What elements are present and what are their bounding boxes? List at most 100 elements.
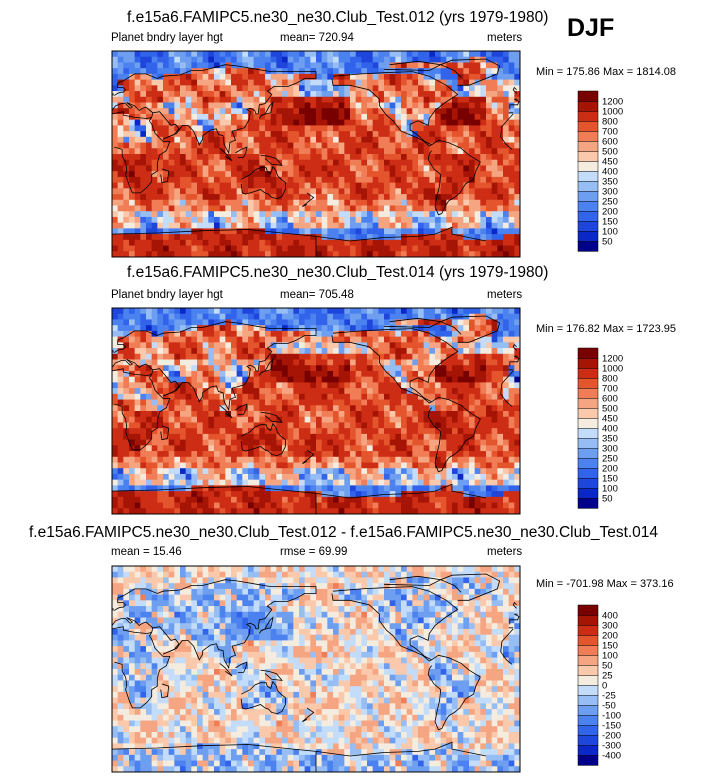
map-cell [270,485,277,492]
map-cell [378,131,385,138]
map-cell [225,445,232,452]
map-cell [435,234,442,241]
map-cell [367,251,374,258]
map-cell [185,502,192,509]
map-cell [435,376,442,383]
map-cell [185,239,192,246]
map-cell [350,228,357,235]
map-cell [401,353,408,360]
map-cell [270,245,277,252]
map-cell [452,228,459,235]
map-cell [452,462,459,469]
map-cell [129,171,136,178]
map-cell [304,451,311,458]
map-cell [412,171,419,178]
map-cell [236,102,243,109]
map-cell [401,79,408,86]
map-cell [134,473,141,481]
colorbar-tick-label: 600 [602,137,618,148]
map-cell [140,73,147,81]
map-cell [316,473,323,481]
map-cell [395,182,402,189]
map-cell [367,108,374,115]
map-cell [299,502,306,509]
map-cell [276,485,283,492]
map-cell [287,108,294,115]
map-cell [367,508,374,515]
map-cell [474,348,481,355]
map-cell [270,154,277,161]
map-cell [327,468,334,475]
map-cell [316,245,323,252]
map-cell [401,102,408,109]
map-cell [389,68,396,75]
coastline [240,165,286,200]
map-cell [185,508,192,515]
map-cell [333,234,340,241]
map-cell [435,422,442,429]
panel1-map [111,50,521,258]
map-cell [282,405,289,412]
map-cell [157,433,164,441]
map-cell [429,393,436,400]
map-cell [361,79,368,86]
map-cell [157,182,164,189]
map-cell [372,330,379,338]
map-cell [253,468,260,475]
map-cell [463,148,470,155]
map-cell [236,142,243,149]
map-cell [514,239,521,246]
map-cell [372,125,379,132]
map-cell [168,85,175,92]
map-cell [440,125,447,132]
map-cell [327,405,334,412]
map-cell [327,51,334,58]
map-cell [372,422,379,429]
map-cell [282,342,289,349]
map-cell [231,194,238,201]
map-cell [429,205,436,212]
map-cell [435,222,442,229]
map-cell [395,199,402,206]
map-cell [457,182,464,189]
panel2-mean: mean= 705.48 [280,289,354,301]
map-cell [333,228,340,235]
map-cell [129,422,136,429]
map-cell [395,96,402,103]
map-cell [406,456,413,463]
map-cell [384,79,391,86]
map-cell [174,468,181,475]
map-cell [480,102,487,109]
map-cell [146,416,153,423]
map-cell [333,85,340,92]
map-cell [338,342,345,349]
map-cell [134,131,141,138]
map-cell [146,365,153,372]
map-cell [395,405,402,412]
map-cell [265,239,272,246]
map-cell [446,165,453,172]
map-cell [333,96,340,103]
map-cell [350,234,357,241]
map-cell [287,251,294,258]
map-cell [361,473,368,481]
map-cell [474,211,481,218]
map-cell [463,348,470,355]
map-cell [129,148,136,155]
map-cell [129,376,136,383]
map-cell [287,359,294,366]
map-cell [219,456,226,463]
map-cell [503,96,510,103]
map-cell [378,154,385,161]
map-cell [367,411,374,418]
map-cell [310,485,317,492]
map-cell [282,56,289,63]
map-cell [163,51,170,58]
map-cell [446,154,453,161]
map-cell [327,188,334,195]
map-cell [321,468,328,475]
map-cell [112,439,119,446]
colorbar-swatch [577,210,599,222]
map-cell [503,159,510,166]
map-cell [514,73,521,81]
